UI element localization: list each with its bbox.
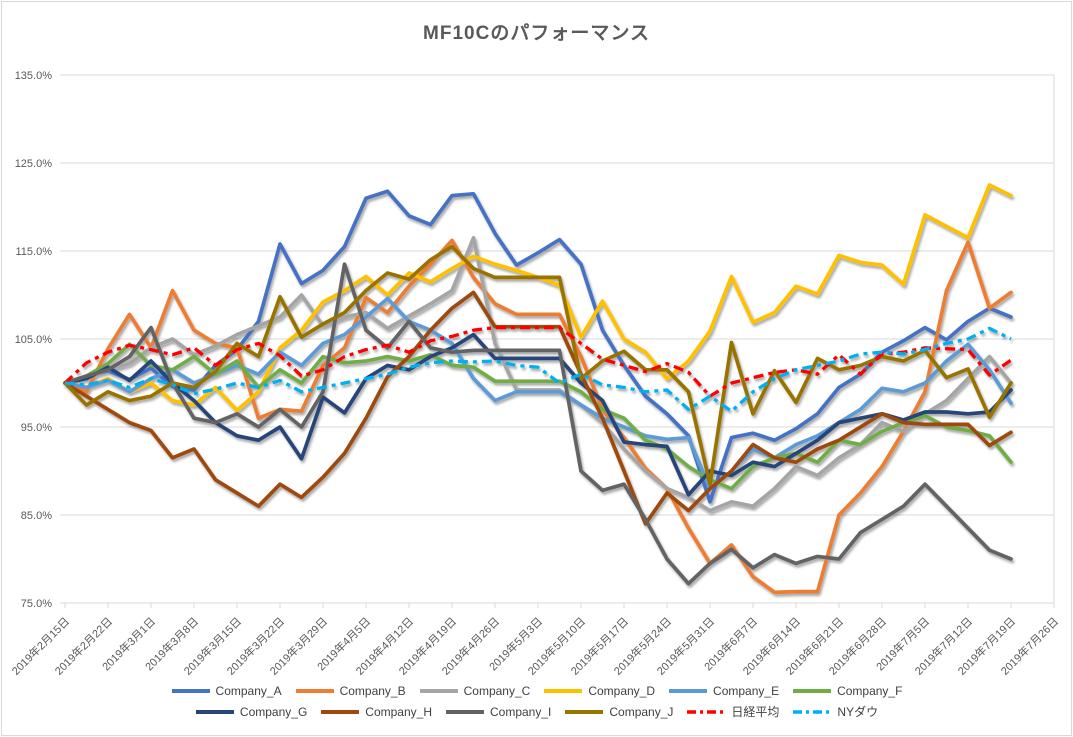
legend-item-company-d[interactable]: Company_D [543, 684, 655, 698]
legend-label-nikkei: 日経平均 [731, 705, 780, 719]
performance-line-chart[interactable]: 135.0%125.0%115.0%105.0%95.0%85.0%75.0%2… [0, 0, 1073, 678]
legend-swatch-company-f [793, 689, 832, 693]
series-group [63, 183, 1013, 595]
y-axis-label: 135.0% [15, 70, 53, 82]
legend-item-company-g[interactable]: Company_G [195, 705, 307, 719]
y-axis-label: 95.0% [21, 422, 52, 434]
legend-label-company-f: Company_F [837, 684, 903, 698]
chart-legend: Company_A Company_B Company_C Company_D Comp… [0, 684, 1073, 720]
series-line-company-f[interactable] [63, 342, 1013, 491]
legend-item-company-a[interactable]: Company_A [171, 684, 282, 698]
series-line-company-b[interactable] [63, 238, 1013, 595]
legend-label-company-g: Company_G [239, 704, 308, 719]
legend-swatch-nikkei [687, 709, 726, 714]
legend-label-company-j: Company_J [609, 704, 674, 719]
legend-label-company-c: Company_C [463, 684, 531, 698]
y-axis-label: 115.0% [16, 246, 53, 258]
legend-swatch-company-e [669, 689, 708, 693]
legend-swatch-company-h [321, 709, 360, 714]
legend-item-nikkei[interactable]: 日経平均 [686, 703, 779, 720]
legend-item-company-i[interactable]: Company_I [445, 705, 551, 719]
series-line-ny-dow[interactable] [64, 326, 1012, 413]
legend-swatch-ny-dow [793, 709, 832, 714]
series-line-nikkei[interactable] [63, 325, 1012, 398]
y-axis-label: 105.0% [15, 334, 53, 346]
y-axis-label: 125.0% [15, 158, 53, 170]
legend-swatch-company-a [171, 689, 210, 693]
legend-item-company-b[interactable]: Company_B [295, 684, 406, 698]
legend-item-company-f[interactable]: Company_F [792, 684, 902, 698]
legend-row-2: Company_G Company_H Company_I Company_J 日経平均… [195, 703, 878, 720]
legend-label-company-e: Company_E [713, 684, 780, 698]
legend-item-company-e[interactable]: Company_E [668, 684, 779, 698]
series-line-company-a[interactable] [63, 189, 1013, 504]
y-axis-label: 75.0% [21, 598, 52, 610]
legend-swatch-company-d [544, 689, 583, 693]
legend-label-company-d: Company_D [588, 684, 656, 698]
legend-swatch-company-c [419, 689, 458, 693]
series-line-company-g[interactable] [63, 332, 1013, 497]
legend-swatch-company-j [565, 709, 604, 714]
legend-item-company-j[interactable]: Company_J [564, 705, 673, 719]
legend-label-company-a: Company_A [215, 684, 282, 698]
legend-label-company-b: Company_B [339, 684, 406, 698]
y-axis-label: 85.0% [21, 510, 52, 522]
series-line-company-i[interactable] [63, 262, 1013, 586]
legend-swatch-company-g [195, 709, 234, 714]
legend-item-company-h[interactable]: Company_H [320, 705, 432, 719]
legend-item-ny-dow[interactable]: NYダウ [792, 703, 878, 720]
legend-swatch-company-i [445, 709, 484, 714]
legend-label-company-i: Company_I [489, 704, 552, 719]
chart-title[interactable]: MF10Cのパフォーマンス [423, 23, 650, 44]
legend-swatch-company-b [295, 689, 334, 693]
legend-label-ny-dow: NYダウ [837, 705, 879, 719]
legend-item-company-c[interactable]: Company_C [419, 684, 531, 698]
legend-label-company-h: Company_H [365, 704, 432, 719]
legend-row-1: Company_A Company_B Company_C Company_D Comp… [171, 684, 902, 698]
